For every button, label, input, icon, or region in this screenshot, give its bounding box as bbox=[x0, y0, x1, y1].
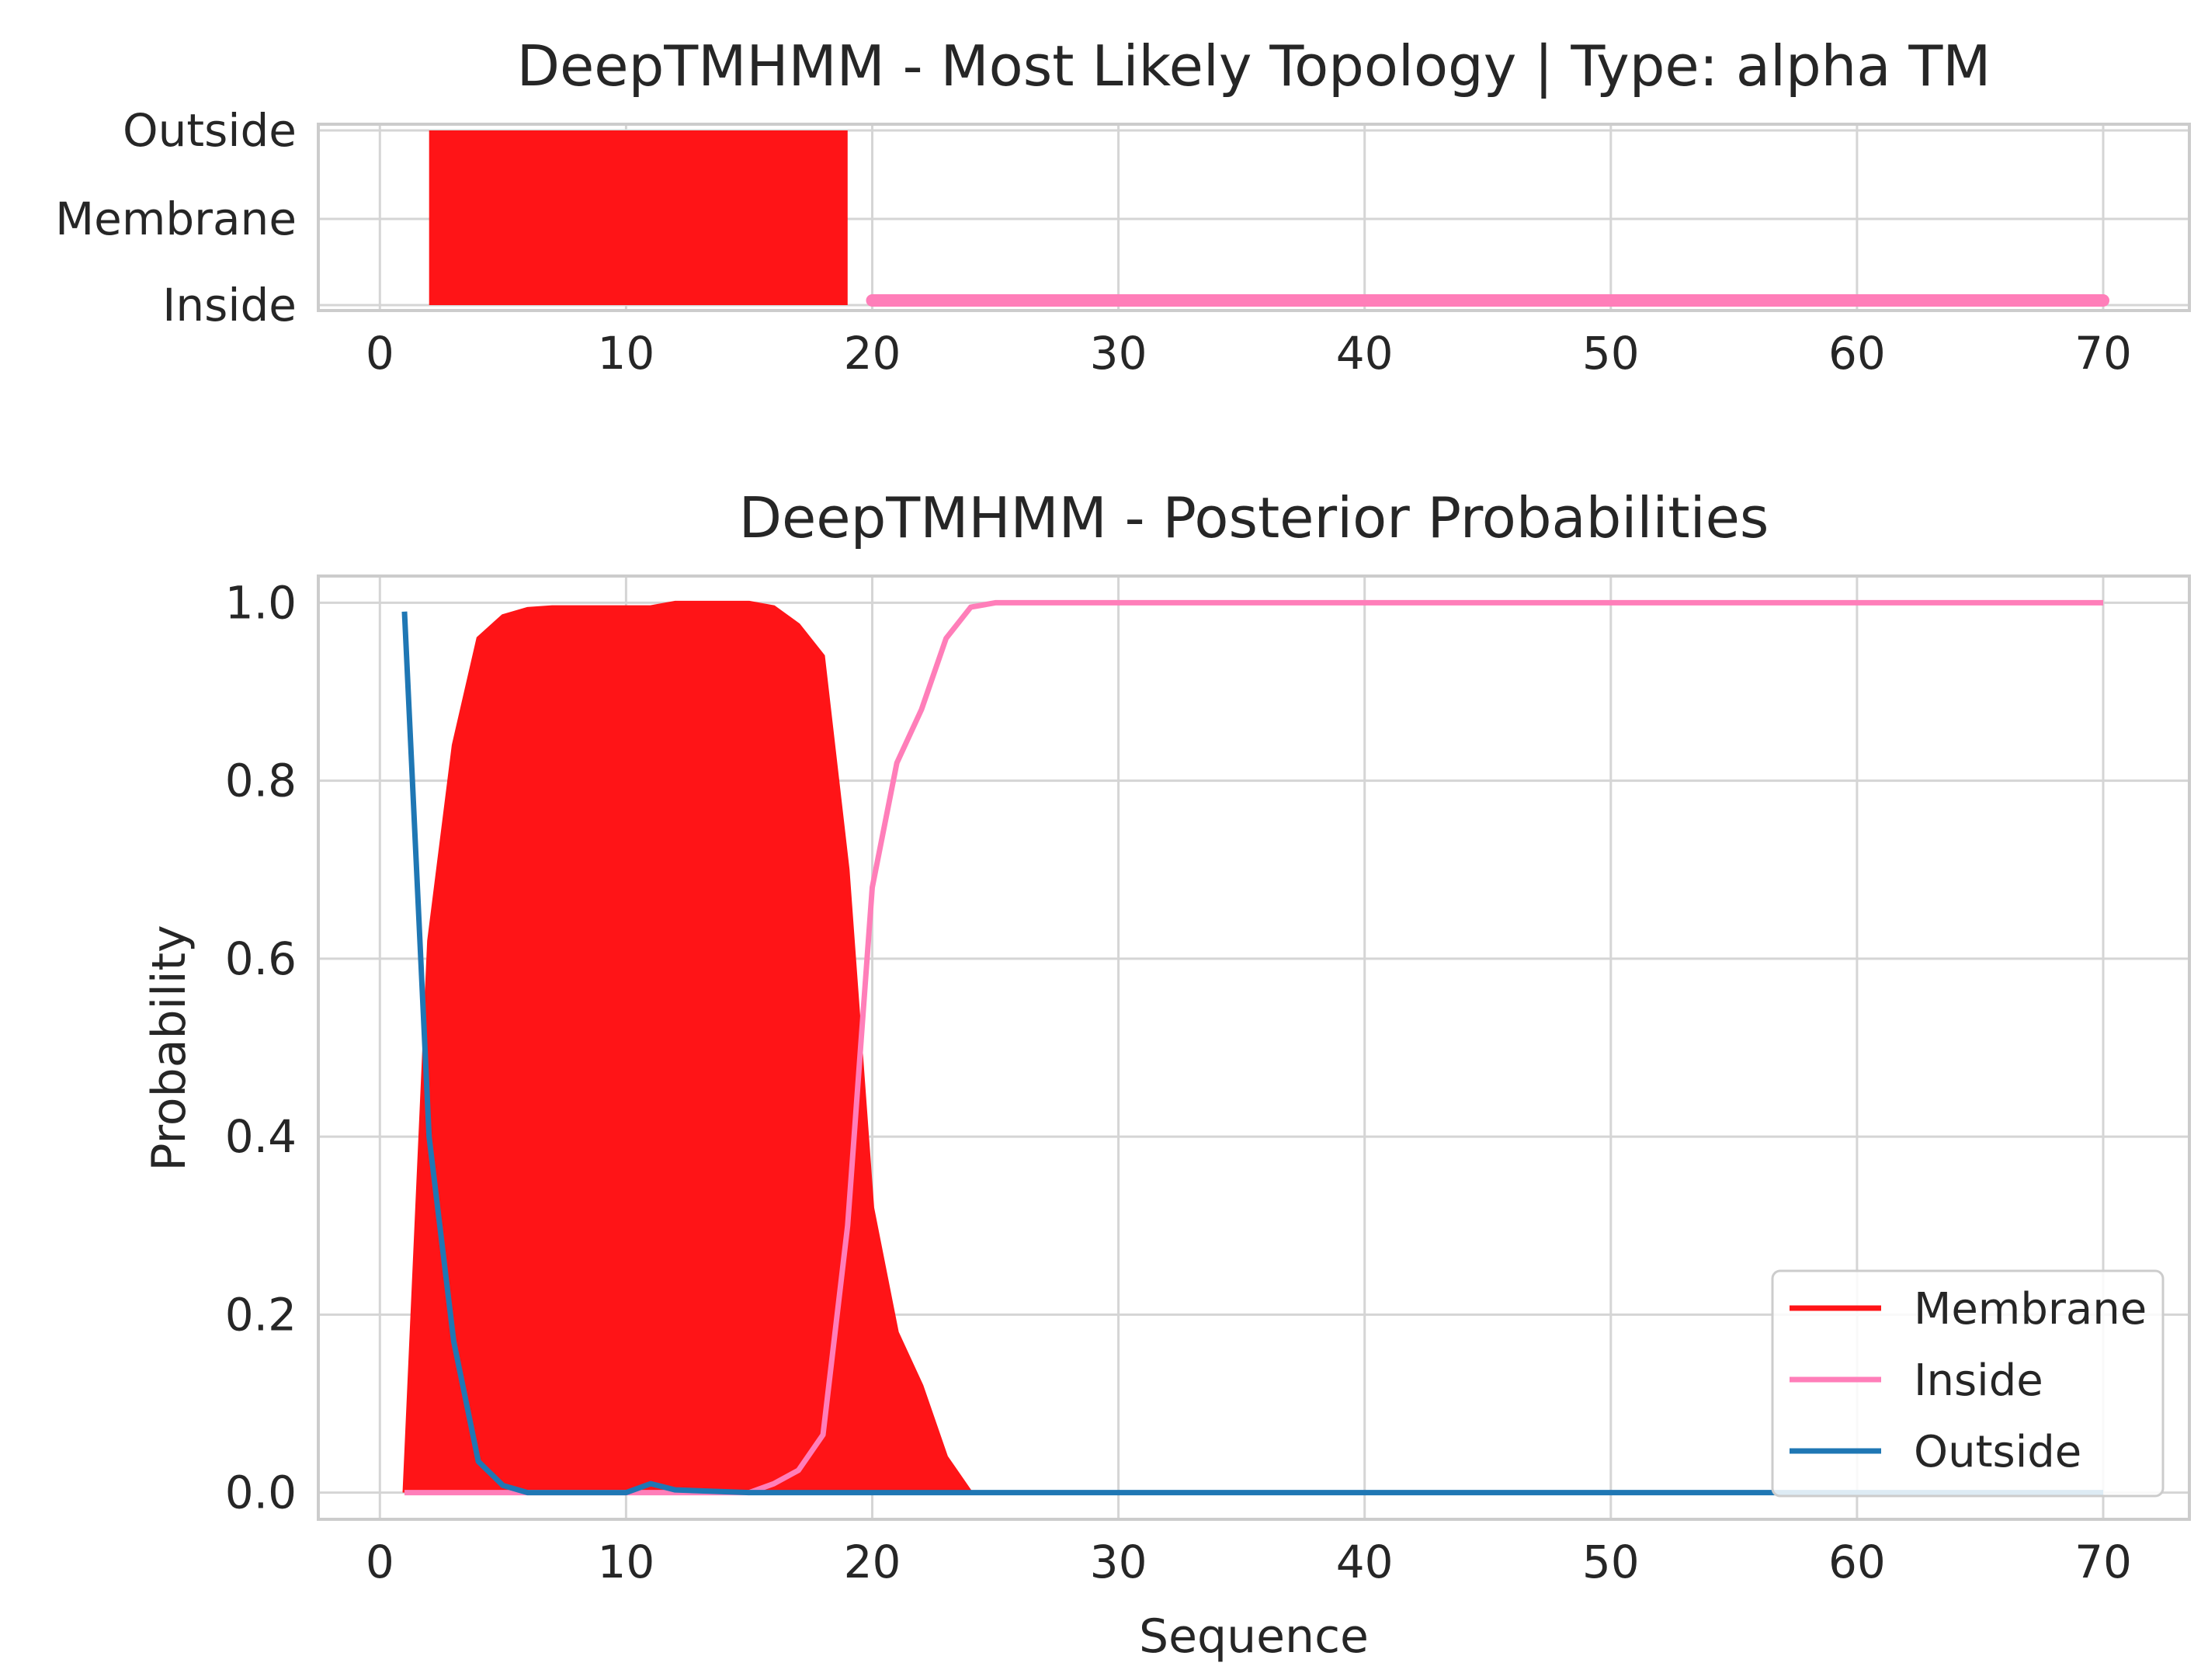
series-membrane-line bbox=[402, 600, 2104, 1495]
series-inside-line bbox=[404, 599, 2104, 1496]
topology-y-tick-labels: Inside Membrane Outside bbox=[55, 104, 297, 331]
legend-frame bbox=[1771, 1269, 2165, 1498]
topology-x-tick-labels: 0 10 20 30 40 50 60 70 bbox=[366, 327, 2132, 380]
legend-label-inside: Inside bbox=[1914, 1355, 2043, 1406]
posterior-y-tick-label: 0.0 bbox=[225, 1467, 297, 1519]
topology-membrane-block bbox=[429, 130, 848, 305]
posterior-y-tick-label: 0.8 bbox=[225, 755, 297, 807]
topology-x-tick-label: 20 bbox=[844, 327, 901, 380]
posterior-x-axis-label: Sequence bbox=[1139, 1609, 1369, 1664]
topology-chart-title: DeepTMHMM - Most Likely Topology | Type:… bbox=[517, 33, 1991, 99]
topology-x-tick-label: 70 bbox=[2074, 327, 2132, 380]
posterior-x-tick-label: 70 bbox=[2074, 1536, 2132, 1588]
posterior-legend: Membrane Inside Outside bbox=[1771, 1269, 2165, 1498]
posterior-x-tick-labels: 0 10 20 30 40 50 60 70 bbox=[366, 1536, 2132, 1588]
legend-label-membrane: Membrane bbox=[1914, 1284, 2147, 1335]
series-membrane-area bbox=[404, 602, 2104, 1493]
posterior-marks bbox=[401, 599, 2104, 1496]
posterior-plot-frame bbox=[317, 574, 2191, 1521]
topology-x-tick-label: 10 bbox=[597, 327, 654, 380]
topology-x-tick-label: 40 bbox=[1336, 327, 1394, 380]
topology-y-tick-label: Membrane bbox=[55, 193, 297, 245]
posterior-y-tick-label: 0.2 bbox=[225, 1288, 297, 1341]
posterior-y-tick-label: 1.0 bbox=[225, 576, 297, 629]
posterior-y-tick-label: 0.4 bbox=[225, 1110, 297, 1163]
posterior-y-tick-label: 0.6 bbox=[225, 932, 297, 985]
topology-x-tick-label: 60 bbox=[1828, 327, 1886, 380]
topology-x-tick-label: 50 bbox=[1582, 327, 1640, 380]
posterior-x-tick-label: 50 bbox=[1582, 1536, 1640, 1588]
posterior-y-tick-labels: 0.0 0.2 0.4 0.6 0.8 1.0 bbox=[225, 576, 297, 1519]
posterior-x-tick-label: 20 bbox=[844, 1536, 901, 1588]
topology-y-tick-label: Outside bbox=[123, 104, 297, 157]
posterior-x-tick-label: 40 bbox=[1336, 1536, 1394, 1588]
posterior-x-tick-label: 30 bbox=[1090, 1536, 1147, 1588]
posterior-x-tick-label: 10 bbox=[597, 1536, 654, 1588]
posterior-x-tick-label: 0 bbox=[366, 1536, 394, 1588]
posterior-x-tick-label: 60 bbox=[1828, 1536, 1886, 1588]
topology-chart: DeepTMHMM - Most Likely Topology | Type:… bbox=[55, 33, 2191, 380]
posterior-y-axis-label: Probability bbox=[142, 925, 196, 1171]
topology-x-tick-label: 0 bbox=[366, 327, 394, 380]
posterior-chart: DeepTMHMM - Posterior Probabilities 0.00… bbox=[142, 485, 2191, 1664]
topology-marks bbox=[429, 130, 2110, 307]
posterior-chart-title: DeepTMHMM - Posterior Probabilities bbox=[739, 485, 1769, 550]
legend-label-outside: Outside bbox=[1914, 1427, 2081, 1477]
topology-y-tick-label: Inside bbox=[162, 279, 297, 331]
series-outside-line bbox=[401, 611, 2104, 1496]
topology-x-tick-label: 30 bbox=[1090, 327, 1147, 380]
topology-plot-frame bbox=[317, 123, 2191, 312]
